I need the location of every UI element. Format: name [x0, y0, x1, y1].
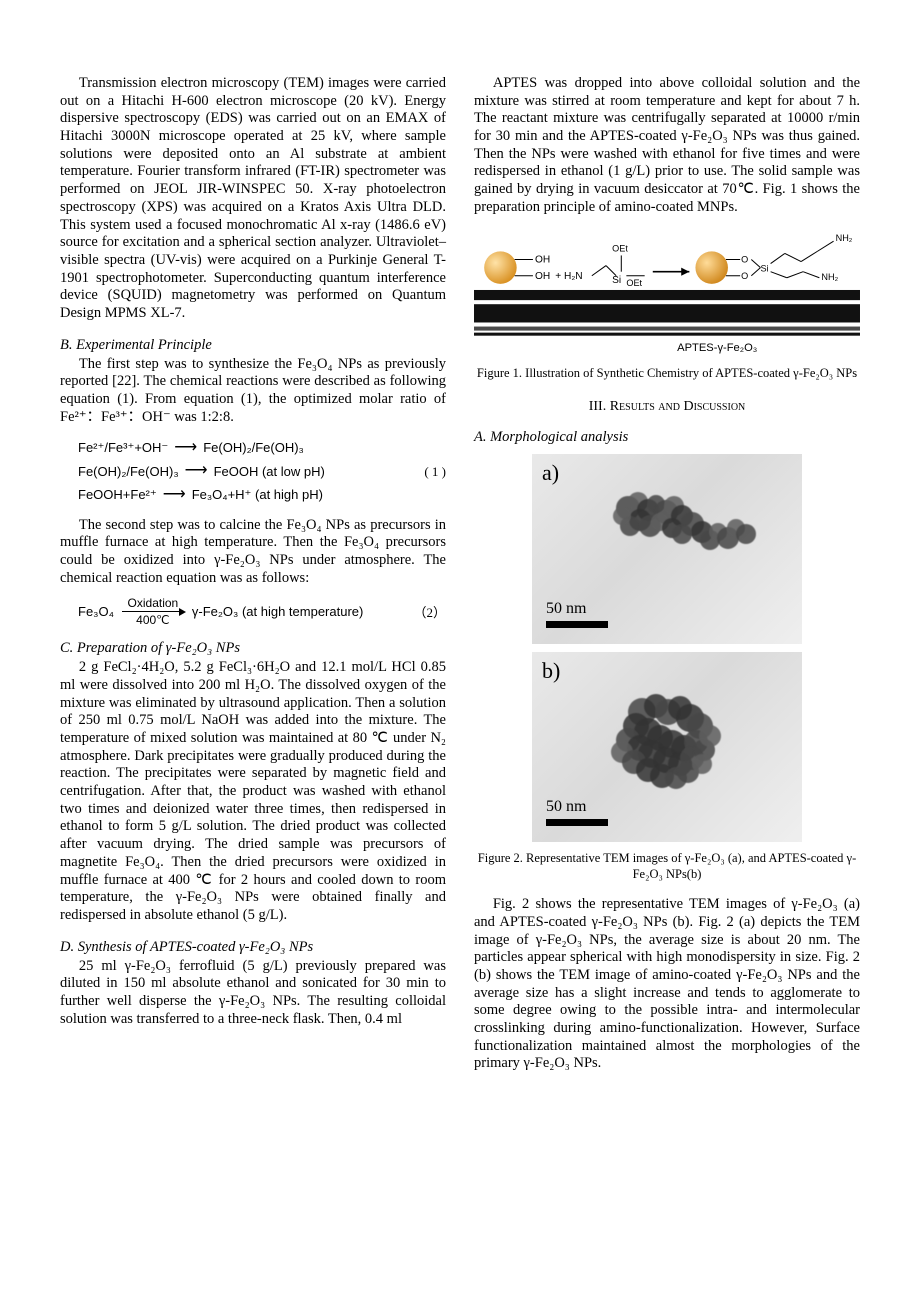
- panel-label-a: a): [542, 460, 559, 486]
- eq-rhs: Fe₃O₄+H⁺ (at high pH): [192, 483, 323, 506]
- eq-lhs: FeOOH+Fe²⁺: [78, 483, 157, 506]
- svg-text:APTES-γ-Fe₂O₃: APTES-γ-Fe₂O₃: [677, 341, 757, 353]
- svg-text:OEt: OEt: [612, 243, 628, 253]
- svg-text:OH: OH: [535, 254, 550, 265]
- eq-rhs: γ-Fe₂O₃ (at high temperature): [192, 604, 363, 619]
- figure-2: a) 50 nm b) 50 nm: [474, 454, 860, 842]
- figure-1-caption: Figure 1. Illustration of Synthetic Chem…: [474, 365, 860, 381]
- svg-text:NH₂: NH₂: [836, 233, 853, 243]
- equation-block-2: Fe₃O₄ Oxidation 400℃ γ-Fe₂O₃ (at high te…: [78, 597, 446, 626]
- right-column: APTES was dropped into above colloidal s…: [474, 75, 860, 1073]
- scale-bar: 50 nm: [546, 600, 608, 628]
- paragraph: Fig. 2 shows the representative TEM imag…: [474, 896, 860, 1073]
- panel-label-b: b): [542, 658, 560, 684]
- reaction-arrow: Oxidation 400℃: [122, 597, 184, 626]
- svg-text:O: O: [741, 270, 748, 280]
- svg-text:O: O: [741, 254, 748, 264]
- arrow-icon: ⟶: [163, 487, 186, 503]
- figure-2-caption: Figure 2. Representative TEM images of γ…: [474, 850, 860, 883]
- equation-block-1: Fe²⁺/Fe³⁺+OH⁻ ⟶ Fe(OH)₂/Fe(OH)₃ Fe(OH)₂/…: [78, 436, 446, 506]
- svg-text:OEt: OEt: [626, 277, 642, 287]
- svg-text:Si: Si: [612, 274, 621, 285]
- two-column-layout: Transmission electron microscopy (TEM) i…: [60, 75, 860, 1073]
- svg-text:NH₂: NH₂: [821, 271, 838, 281]
- section-heading-d: D. Synthesis of APTES-coated γ-Fe₂O₃ NPs: [60, 939, 446, 956]
- figure-1-schematic: OH OH + H₂N Si OEt OEt O O: [474, 227, 860, 359]
- paragraph: The first step was to synthesize the Fe₃…: [60, 356, 446, 427]
- eq-rhs: FeOOH (at low pH): [214, 460, 325, 483]
- svg-text:OH: OH: [535, 270, 550, 281]
- arrow-top-label: Oxidation: [128, 597, 179, 609]
- section-heading-b: B. Experimental Principle: [60, 337, 446, 354]
- equation-number: （2）: [413, 602, 446, 621]
- scale-bar: 50 nm: [546, 798, 608, 826]
- svg-text:+ H₂N: + H₂N: [555, 270, 582, 281]
- paragraph: APTES was dropped into above colloidal s…: [474, 75, 860, 217]
- tem-image-b: b) 50 nm: [532, 652, 802, 842]
- paragraph: Transmission electron microscopy (TEM) i…: [60, 75, 446, 323]
- eq-lhs: Fe²⁺/Fe³⁺+OH⁻: [78, 436, 168, 459]
- section-heading-iii: III. Results and Discussion: [474, 399, 860, 415]
- eq-lhs: Fe(OH)₂/Fe(OH)₃: [78, 460, 179, 483]
- equation-number: ( 1 ): [424, 460, 446, 483]
- scale-bar-line: [546, 621, 608, 628]
- section-heading-a: A. Morphological analysis: [474, 429, 860, 446]
- paragraph: The second step was to calcine the Fe₃O₄…: [60, 517, 446, 588]
- tem-image-a: a) 50 nm: [532, 454, 802, 644]
- arrow-bottom-label: 400℃: [136, 614, 170, 626]
- eq-rhs: Fe(OH)₂/Fe(OH)₃: [203, 436, 304, 459]
- arrow-icon: ⟶: [174, 440, 197, 456]
- figure-1: OH OH + H₂N Si OEt OEt O O: [474, 227, 860, 359]
- eq-lhs: Fe₃O₄: [78, 604, 114, 619]
- paragraph: 2 g FeCl₂·4H₂O, 5.2 g FeCl₃·6H₂O and 12.…: [60, 659, 446, 924]
- left-column: Transmission electron microscopy (TEM) i…: [60, 75, 446, 1073]
- scale-text: 50 nm: [546, 600, 608, 618]
- scale-text: 50 nm: [546, 798, 608, 816]
- scale-bar-line: [546, 819, 608, 826]
- section-heading-c: C. Preparation of γ-Fe₂O₃ NPs: [60, 640, 446, 657]
- arrow-icon: ⟶: [185, 463, 208, 479]
- paragraph: 25 ml γ-Fe₂O₃ ferrofluid (5 g/L) previou…: [60, 958, 446, 1029]
- svg-text:Si: Si: [760, 263, 768, 273]
